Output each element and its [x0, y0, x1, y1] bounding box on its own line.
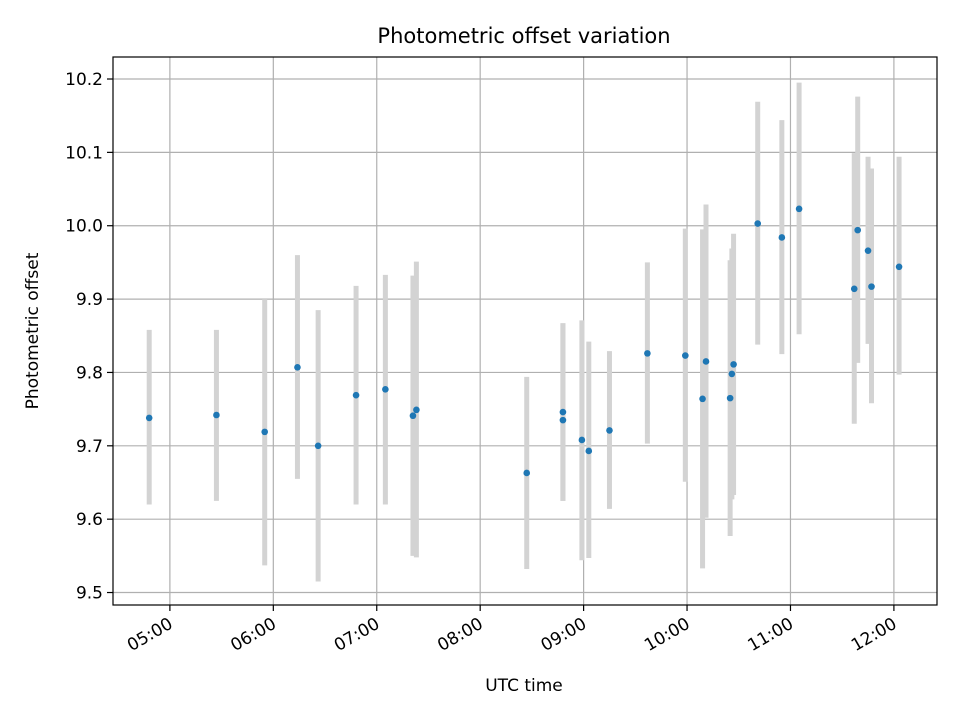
y-tick-label: 9.5: [76, 584, 103, 604]
y-axis-label: Photometric offset: [23, 252, 43, 409]
data-point: [409, 412, 417, 420]
data-point: [382, 386, 389, 393]
y-tick-label: 9.9: [76, 290, 103, 310]
data-point: [699, 395, 706, 403]
data-point: [413, 406, 420, 414]
data-point: [895, 263, 903, 271]
data-point: [213, 411, 220, 419]
y-tick-label: 9.7: [76, 437, 103, 457]
y-tick-label: 10.0: [65, 217, 103, 237]
data-point: [730, 361, 737, 368]
data-point: [778, 234, 786, 241]
data-point: [702, 358, 710, 365]
data-point: [145, 414, 153, 422]
y-axis: 9.5 9.6 9.7 9.8 9.9 10.0 10.1 10.2: [65, 70, 113, 604]
x-tick-label: 10:00: [641, 614, 693, 656]
data-point: [728, 370, 736, 378]
x-tick-label: 07:00: [331, 614, 383, 656]
data-point: [559, 416, 567, 424]
data-point: [559, 408, 567, 416]
data-point: [644, 350, 651, 357]
data-point: [294, 364, 301, 371]
x-tick-label: 08:00: [434, 614, 486, 656]
y-tick-label: 9.6: [76, 510, 103, 530]
y-tick-label: 9.8: [76, 363, 103, 383]
data-point: [795, 205, 803, 213]
data-point: [352, 391, 360, 399]
y-tick-label: 10.2: [65, 70, 103, 90]
plot-frame: [112, 56, 938, 606]
x-tick-label: 05:00: [124, 614, 176, 656]
data-point: [585, 447, 593, 455]
data-point: [726, 394, 734, 402]
data-point: [850, 285, 858, 293]
data-point: [868, 283, 875, 290]
data-points: [145, 205, 903, 477]
data-point: [261, 428, 268, 436]
data-point: [682, 352, 689, 359]
x-tick-label: 11:00: [745, 614, 797, 656]
data-point: [754, 220, 762, 227]
chart-title: Photometric offset variation: [377, 24, 670, 48]
data-point: [864, 247, 872, 254]
error-bars: [146, 82, 902, 582]
data-point: [314, 442, 322, 450]
data-point: [578, 436, 586, 444]
x-axis-label: UTC time: [485, 676, 563, 696]
x-tick-label: 09:00: [538, 614, 590, 656]
x-tick-label: 12:00: [848, 614, 900, 656]
data-point: [606, 427, 613, 434]
x-axis: 05:00 06:00 07:00 08:00 09:00 10:00 11:00 12:00: [124, 605, 900, 656]
data-point: [523, 469, 531, 477]
x-tick-label: 06:00: [227, 614, 279, 656]
data-point: [854, 226, 862, 234]
y-tick-label: 10.1: [65, 143, 103, 163]
